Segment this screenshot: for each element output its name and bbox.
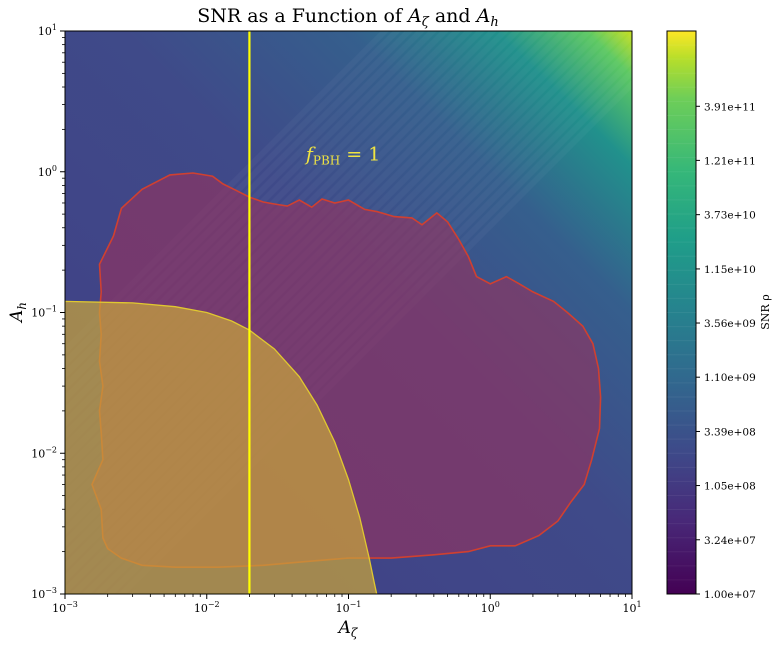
y-tick-label: 10−3 <box>31 586 57 601</box>
y-tick-base: 10 <box>38 166 52 179</box>
x-tick-base: 10 <box>52 602 66 615</box>
colorbar-tick-label: 3.73e+10 <box>704 210 756 222</box>
colorbar-label: SNR ρ <box>759 294 772 329</box>
colorbar-tick-label: 1.15e+10 <box>704 264 756 276</box>
y-tick-exp: 1 <box>52 23 57 32</box>
y-tick-label: 101 <box>38 23 57 38</box>
title-prefix: SNR as a Function of <box>197 5 408 27</box>
chart-title: SNR as a Function of Aζ and Ah <box>197 5 498 30</box>
colorbar-tick-label: 1.05e+08 <box>704 481 756 493</box>
y-tick-label: 10−1 <box>31 305 57 320</box>
y-tick-base: 10 <box>31 307 45 320</box>
y-tick-exp: −1 <box>45 305 57 314</box>
y-tick-base: 10 <box>38 25 52 38</box>
colorbar-tick-label: 3.91e+11 <box>704 101 756 113</box>
x-tick-base: 10 <box>622 602 636 615</box>
y-tick-exp: 0 <box>52 164 57 173</box>
colorbar-bands <box>667 44 696 581</box>
colorbar-tick-label: 3.24e+07 <box>704 535 756 547</box>
colorbar-tick-label: 1.21e+11 <box>704 155 756 167</box>
y-axis-label: Ah <box>7 302 29 324</box>
x-tick-base: 10 <box>481 602 495 615</box>
x-axis-ticks: 10−3 10−2 10−1 100 101 <box>52 594 642 615</box>
x-tick-exp: 1 <box>636 600 641 609</box>
colorbar-tick-label: 3.56e+09 <box>704 318 756 330</box>
y-tick-label: 10−2 <box>31 445 57 460</box>
annotation-f: f <box>304 144 316 166</box>
y-tick-exp: −2 <box>45 445 57 454</box>
x-tick-base: 10 <box>336 602 350 615</box>
colorbar <box>666 30 697 595</box>
x-tick-exp: −3 <box>66 600 78 609</box>
fpbh-annotation: fPBH = 1 <box>304 144 381 168</box>
x-tick-base: 10 <box>194 602 208 615</box>
colorbar-tick-label: 1.10e+09 <box>704 372 756 384</box>
annotation-sub: PBH <box>313 154 340 168</box>
x-tick-exp: 0 <box>495 600 500 609</box>
x-tick-label: 100 <box>481 600 500 615</box>
annotation-rest: = 1 <box>340 144 380 166</box>
x-tick-exp: −2 <box>208 600 220 609</box>
colorbar-tick-label: 1.00e+07 <box>704 589 756 601</box>
x-axis-label: Aζ <box>337 618 359 640</box>
colorbar-tick-label: 3.39e+08 <box>704 426 756 438</box>
x-tick-exp: −1 <box>350 600 362 609</box>
y-tick-exp: −3 <box>45 586 57 595</box>
x-tick-label: 10−3 <box>52 600 78 615</box>
y-tick-base: 10 <box>31 447 45 460</box>
x-tick-label: 10−2 <box>194 600 220 615</box>
yellow-region <box>65 300 378 594</box>
plot-area: fPBH = 1 <box>65 31 632 594</box>
title-azeta: A <box>406 5 422 27</box>
x-tick-label: 10−1 <box>336 600 362 615</box>
y-tick-label: 100 <box>38 164 57 179</box>
y-tick-base: 10 <box>31 588 45 601</box>
x-tick-label: 101 <box>622 600 641 615</box>
colorbar-ticks: 1.00e+07 3.24e+07 1.05e+08 3.39e+08 1.10e+09… <box>696 101 756 601</box>
